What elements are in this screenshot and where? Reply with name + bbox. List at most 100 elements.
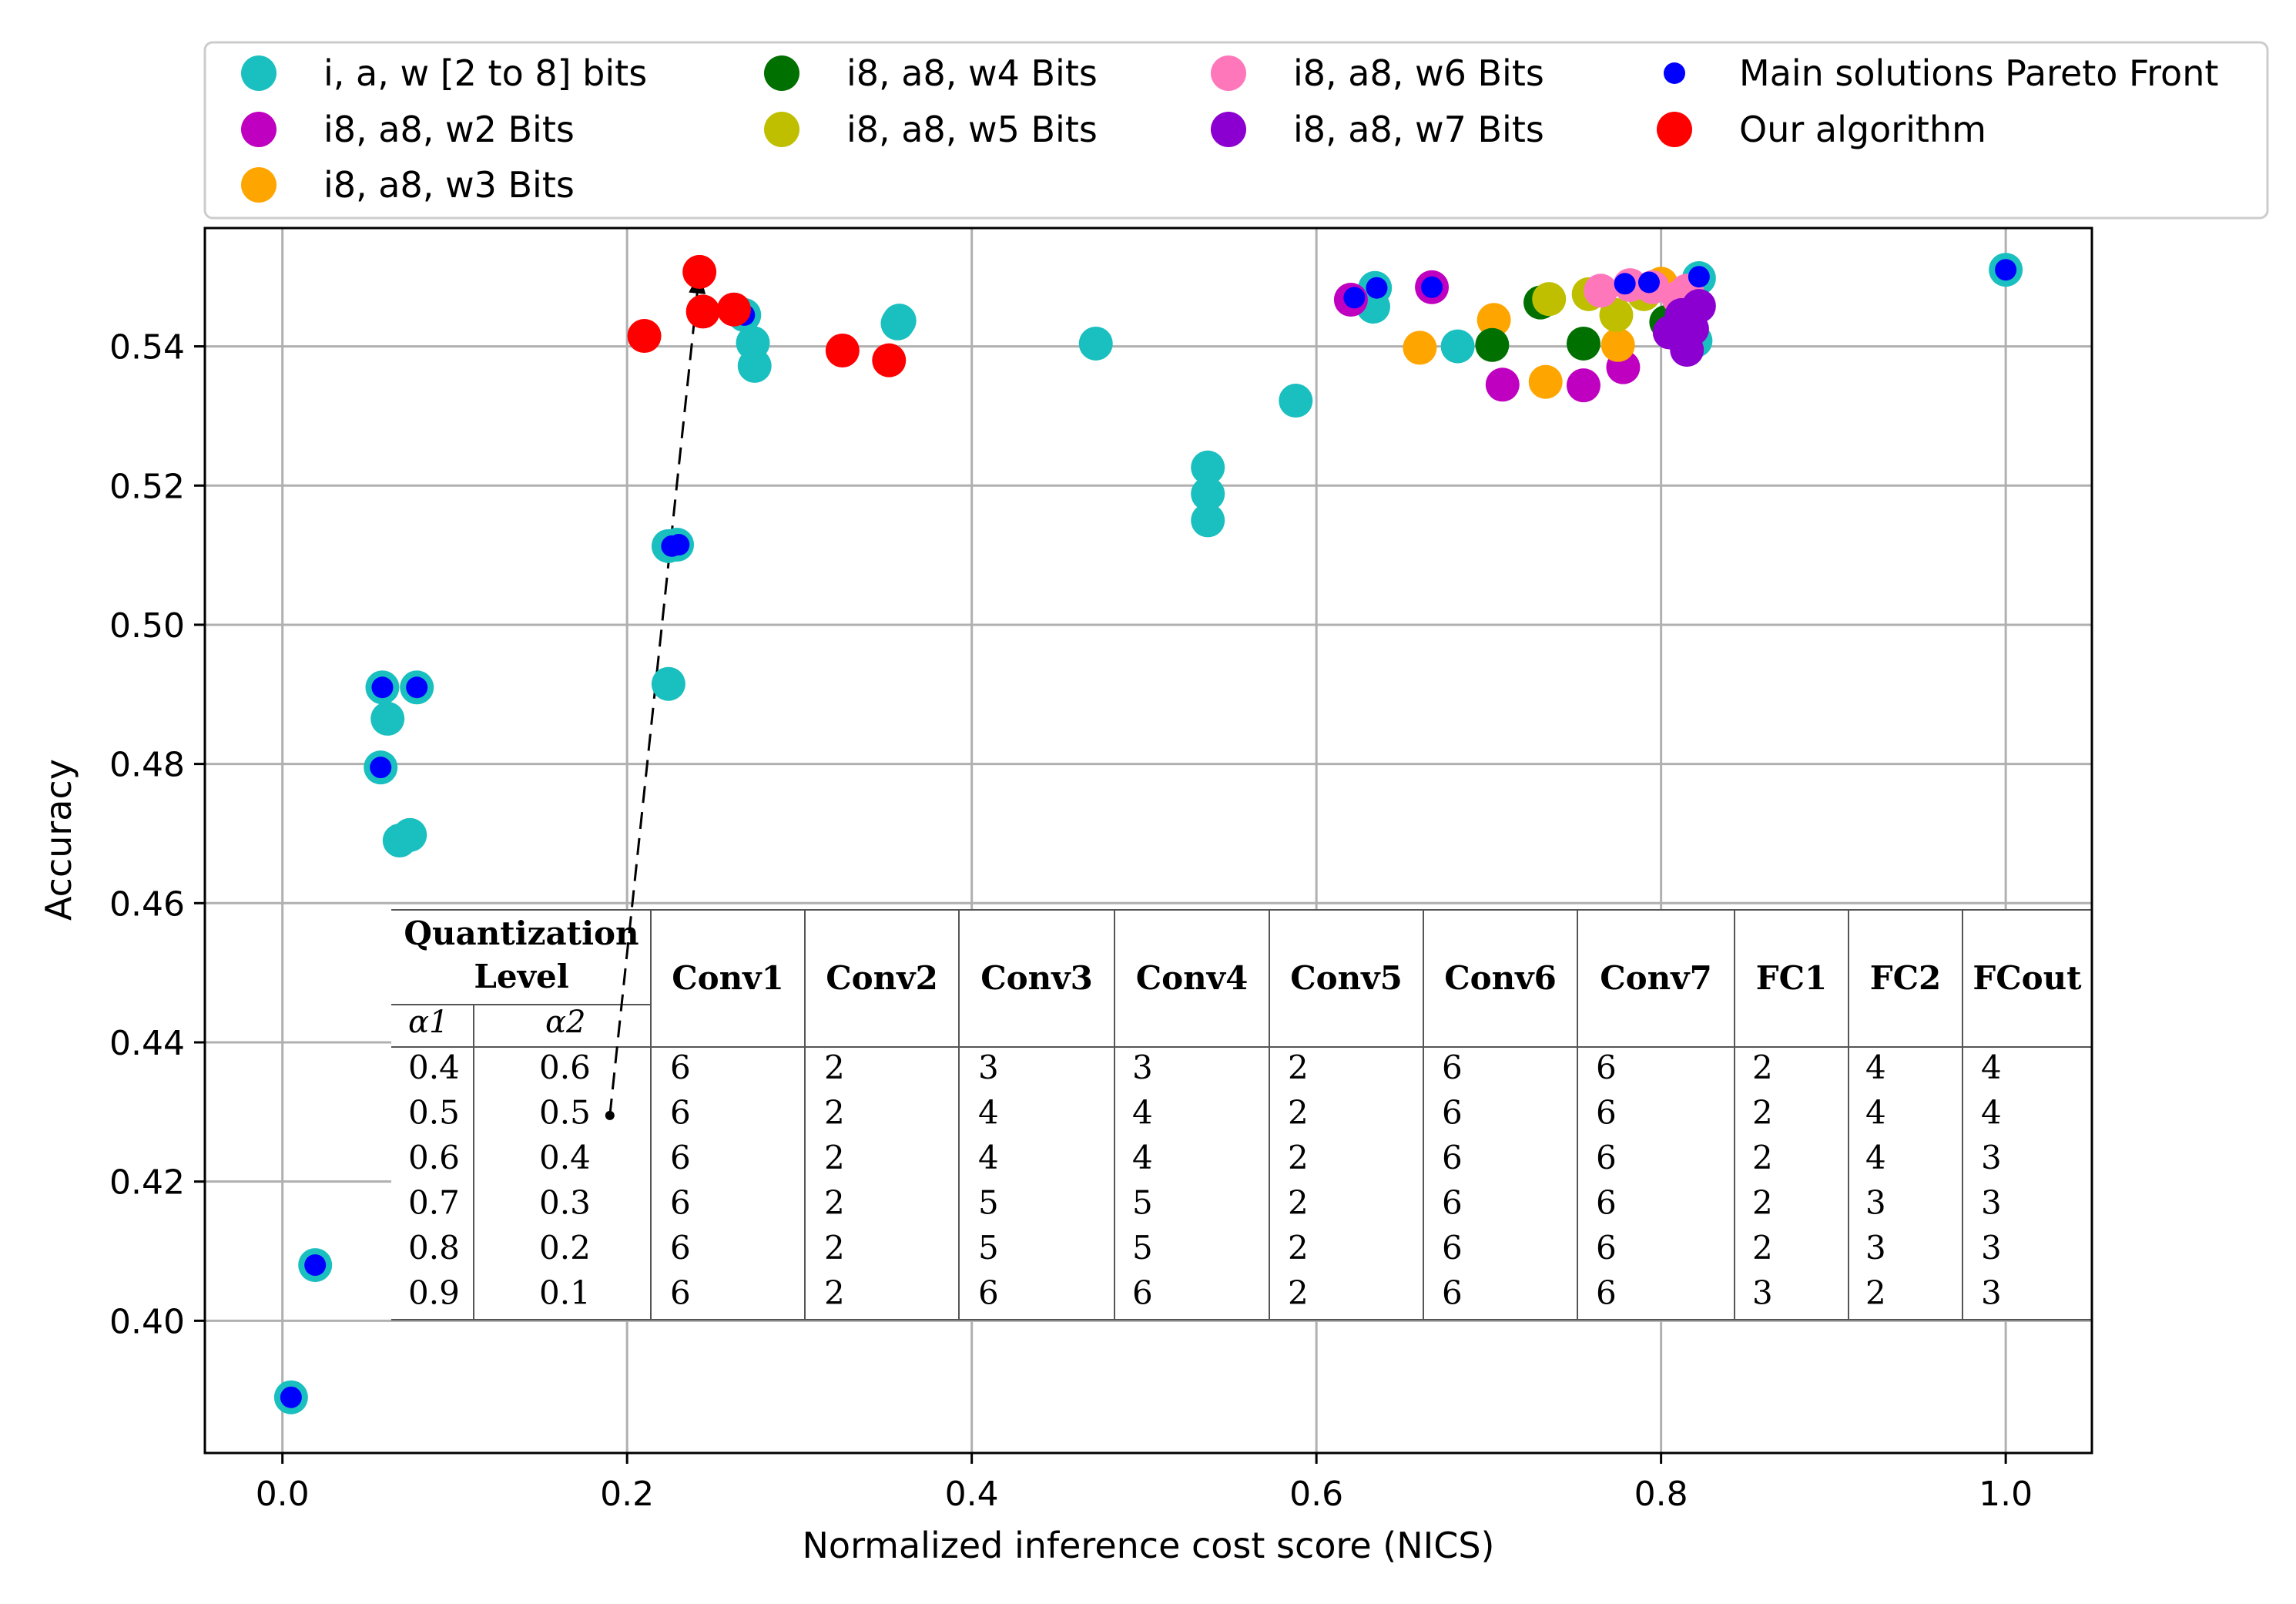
table-cell: 6 [670,1094,691,1132]
point-i8-a8-w3-bits [1403,331,1437,365]
table-cell: 0.4 [408,1049,460,1086]
point-main-solutions-pareto-front [280,1386,302,1408]
table-cell: 0.8 [408,1229,460,1267]
table-alpha-header: α1 [408,1005,448,1040]
x-axis-ticks: 0.0 0.2 0.4 0.6 0.8 1.0 [256,1453,2033,1514]
x-tick-label: 0.2 [600,1475,654,1514]
table-cell: 4 [978,1094,999,1132]
table-cell: 3 [1752,1274,1773,1312]
legend-marker [764,55,799,91]
table-cell: 2 [824,1094,845,1132]
point-i-a-w-2-to-8-bits [651,666,685,701]
arrow-start-dot [605,1110,615,1120]
point-i8-a8-w6-bits [1584,273,1618,308]
legend-marker [241,167,277,203]
table-cell: 2 [824,1274,845,1312]
table-cell: 0.1 [539,1274,591,1312]
point-main-solutions-pareto-front [304,1254,327,1277]
point-i8-a8-w5-bits [1532,282,1567,317]
table-cell: 5 [978,1229,999,1267]
y-tick-label: 0.44 [109,1024,185,1063]
y-tick-label: 0.52 [109,467,185,506]
table-cell: 2 [824,1184,845,1222]
table-cell: 4 [1865,1139,1886,1176]
point-our-algorithm [872,343,907,378]
point-i8-a8-w2-bits [1566,368,1600,403]
y-tick-label: 0.54 [109,328,185,367]
table-cell: 6 [1596,1229,1617,1267]
legend-label: i8, a8, w3 Bits [323,164,575,206]
point-i-a-w-2-to-8-bits [737,348,772,383]
table-alpha-header: α2 [545,1005,585,1040]
point-i8-a8-w4-bits [1475,327,1510,362]
table-cell: 5 [1132,1229,1153,1267]
table-cell: 6 [670,1274,691,1312]
table-cell: 6 [1442,1139,1463,1176]
y-tick-label: 0.42 [109,1163,185,1203]
table-group-header: Level [474,958,568,995]
point-main-solutions-pareto-front [371,676,394,699]
table-cell: 0.6 [408,1139,460,1176]
table-cell: 2 [1288,1094,1309,1132]
legend-label: Main solutions Pareto Front [1739,52,2218,94]
table-cell: 0.6 [539,1049,591,1086]
table-cell: 4 [1981,1049,2002,1086]
point-i-a-w-2-to-8-bits [1191,477,1225,512]
y-tick-label: 0.50 [109,606,185,646]
point-main-solutions-pareto-front [370,757,392,779]
table-column-header: FCout [1973,959,2082,997]
x-tick-label: 0.4 [945,1475,999,1514]
table-column-header: FC2 [1870,959,1941,997]
quantization-table: Quantization Level α1 α2 Conv1 Conv2 Conv3 Conv… [391,909,2092,1320]
point-i-a-w-2-to-8-bits [1078,326,1113,361]
point-i8-a8-w5-bits [1599,297,1634,332]
table-cell: 3 [978,1049,999,1086]
legend-label: i, a, w [2 to 8] bits [323,52,647,94]
table-cell: 2 [1752,1094,1773,1132]
table-cell: 2 [1752,1139,1773,1176]
point-i8-a8-w3-bits [1600,327,1635,362]
table-cell: 6 [1596,1094,1617,1132]
table-cell: 4 [1865,1049,1886,1086]
table-cell: 6 [1596,1139,1617,1176]
table-cell: 6 [1442,1184,1463,1222]
table-cell: 4 [1132,1139,1153,1176]
table-cell: 2 [824,1229,845,1267]
table-cell: 6 [1596,1049,1617,1086]
legend-label: i8, a8, w2 Bits [323,109,575,150]
point-i8-a8-w3-bits [1528,364,1563,399]
x-axis-label: Normalized inference cost score (NICS) [803,1525,1495,1566]
y-axis-ticks: 0.40 0.42 0.44 0.46 0.48 0.50 0.52 0.54 [109,328,205,1341]
table-cell: 6 [1596,1184,1617,1222]
table-cell: 0.9 [408,1274,460,1312]
legend-marker [1657,112,1692,147]
point-main-solutions-pareto-front [1614,273,1636,295]
legend-marker [1211,55,1246,91]
table-column-header: Conv1 [672,959,784,997]
table-cell: 6 [1442,1049,1463,1086]
legend-label: i8, a8, w6 Bits [1293,52,1544,94]
point-i-a-w-2-to-8-bits [1440,329,1475,364]
table-cell: 2 [824,1139,845,1176]
table-cell: 6 [1132,1274,1153,1312]
table-cell: 5 [1132,1184,1153,1222]
point-i8-a8-w7-bits [1681,289,1716,324]
table-cell: 3 [1865,1184,1886,1222]
point-i8-a8-w3-bits [1476,303,1511,337]
y-tick-label: 0.46 [109,884,185,924]
point-main-solutions-pareto-front [1421,276,1443,298]
table-cell: 0.5 [408,1094,460,1132]
table-cell: 6 [978,1274,999,1312]
table-cell: 0.4 [539,1139,591,1176]
table-cell: 6 [1596,1274,1617,1312]
table-cell: 6 [670,1184,691,1222]
table-cell: 2 [1752,1229,1773,1267]
legend-label: i8, a8, w7 Bits [1293,109,1544,150]
table-cell: 2 [1752,1049,1773,1086]
table-background [391,910,2092,1320]
table-cell: 5 [978,1184,999,1222]
legend-label: Our algorithm [1739,109,1986,150]
point-our-algorithm [685,294,720,329]
point-i-a-w-2-to-8-bits [370,701,405,736]
point-i-a-w-2-to-8-bits [393,817,427,852]
